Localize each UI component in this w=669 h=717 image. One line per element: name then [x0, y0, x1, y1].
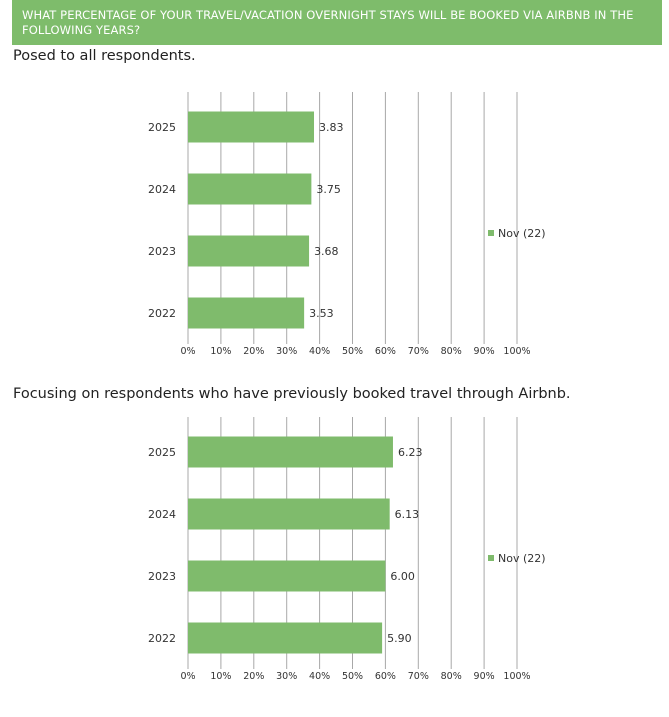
- x-tick-label: 90%: [474, 346, 495, 357]
- category-label: 2023: [148, 570, 176, 583]
- legend-swatch: [488, 230, 494, 236]
- legend-swatch: [488, 555, 494, 561]
- category-label: 2022: [148, 632, 176, 645]
- chart-2-subtitle: Focusing on respondents who have previou…: [13, 386, 571, 402]
- legend-label: Nov (22): [498, 552, 546, 565]
- chart-1-subtitle: Posed to all respondents.: [13, 48, 196, 64]
- bar: [188, 235, 310, 267]
- x-tick-label: 0%: [180, 346, 195, 357]
- x-tick-label: 80%: [441, 671, 462, 682]
- x-tick-label: 50%: [342, 671, 363, 682]
- x-tick-label: 80%: [441, 346, 462, 357]
- category-label: 2023: [148, 245, 176, 258]
- chart-previous-bookers: 0% 10% 20% 30% 40% 50% 60% 70% 80% 90% 100% 2025 6.2…: [148, 417, 546, 682]
- bar: [188, 111, 315, 143]
- page-title: WHAT PERCENTAGE OF YOUR TRAVEL/VACATION …: [22, 8, 634, 37]
- data-label: 6.00: [390, 570, 415, 583]
- x-tick-label: 70%: [408, 671, 429, 682]
- header-banner: WHAT PERCENTAGE OF YOUR TRAVEL/VACATION …: [12, 0, 662, 45]
- data-label: 5.90: [387, 632, 412, 645]
- x-tick-label: 50%: [342, 346, 363, 357]
- x-tick-label: 70%: [408, 346, 429, 357]
- data-label: 3.68: [314, 245, 339, 258]
- x-tick-label: 40%: [309, 346, 330, 357]
- bar: [188, 560, 386, 592]
- x-tick-label: 90%: [474, 671, 495, 682]
- x-tick-label: 60%: [375, 346, 396, 357]
- x-tick-label: 10%: [210, 346, 231, 357]
- data-label: 3.53: [309, 307, 334, 320]
- category-label: 2025: [148, 446, 176, 459]
- x-tick-label: 40%: [309, 671, 330, 682]
- bar: [188, 436, 393, 468]
- chart-all-respondents: 0% 10% 20% 30% 40% 50% 60% 70% 80% 90% 100% 2025 3.8…: [148, 92, 546, 357]
- bar: [188, 498, 390, 530]
- legend-label: Nov (22): [498, 227, 546, 240]
- x-tick-label: 10%: [210, 671, 231, 682]
- x-tick-label: 20%: [243, 671, 264, 682]
- x-tick-label: 20%: [243, 346, 264, 357]
- category-label: 2024: [148, 508, 176, 521]
- category-label: 2022: [148, 307, 176, 320]
- category-label: 2025: [148, 121, 176, 134]
- data-label: 3.83: [319, 121, 344, 134]
- bar: [188, 173, 312, 205]
- bar: [188, 297, 305, 329]
- data-label: 3.75: [316, 183, 341, 196]
- x-tick-label: 30%: [276, 671, 297, 682]
- category-label: 2024: [148, 183, 176, 196]
- data-label: 6.13: [395, 508, 420, 521]
- x-tick-label: 60%: [375, 671, 396, 682]
- bar: [188, 622, 383, 654]
- x-tick-label: 30%: [276, 346, 297, 357]
- x-tick-label: 0%: [180, 671, 195, 682]
- x-tick-label: 100%: [503, 346, 530, 357]
- x-tick-label: 100%: [503, 671, 530, 682]
- data-label: 6.23: [398, 446, 423, 459]
